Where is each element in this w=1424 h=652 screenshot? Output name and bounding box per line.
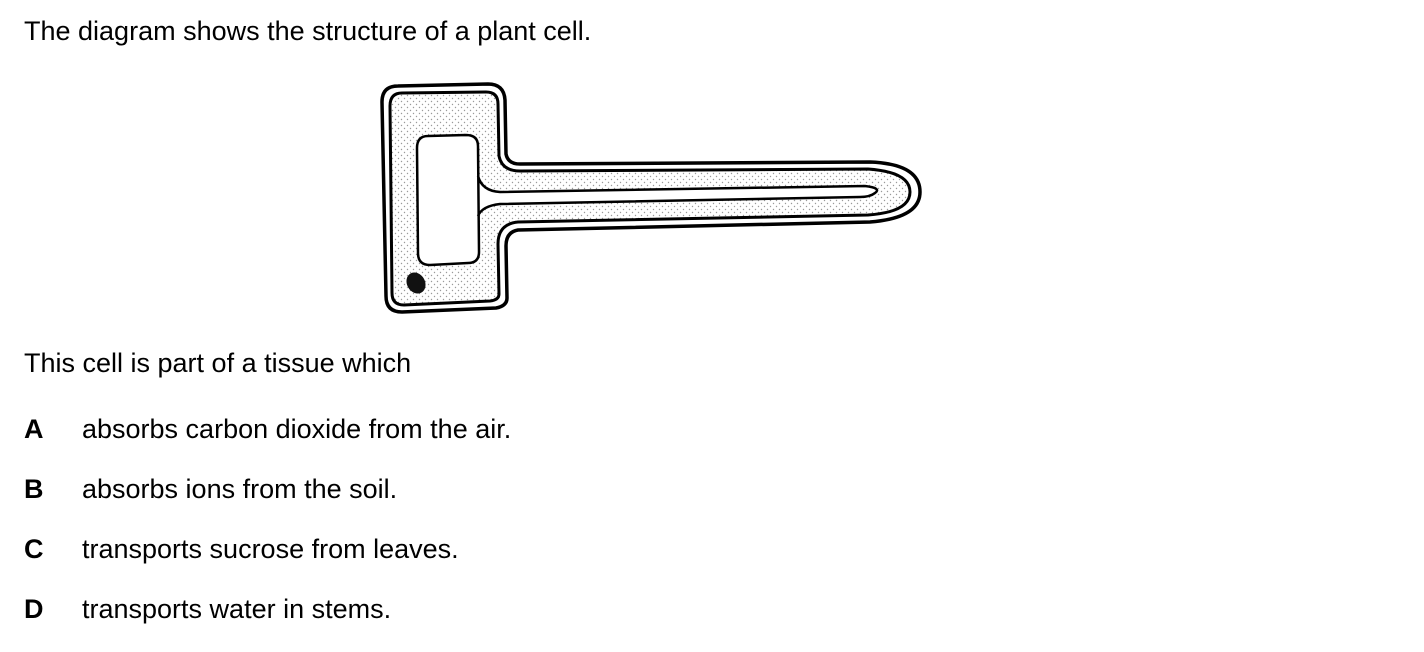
option-text: transports sucrose from leaves. xyxy=(82,534,459,564)
option-text: transports water in stems. xyxy=(82,594,392,624)
vacuole xyxy=(415,133,879,267)
option-text: absorbs ions from the soil. xyxy=(82,474,398,504)
option-a[interactable]: A absorbs carbon dioxide from the air. xyxy=(24,412,511,472)
nucleus xyxy=(406,272,426,294)
option-text: absorbs carbon dioxide from the air. xyxy=(82,414,512,444)
option-b[interactable]: B absorbs ions from the soil. xyxy=(24,472,511,532)
option-d[interactable]: D transports water in stems. xyxy=(24,592,511,652)
option-letter: A xyxy=(24,414,44,444)
question-intro: The diagram shows the structure of a pla… xyxy=(24,16,592,46)
option-letter: C xyxy=(24,534,44,564)
answer-options: A absorbs carbon dioxide from the air. B… xyxy=(24,412,511,652)
question-stem: This cell is part of a tissue which xyxy=(24,348,412,378)
option-letter: D xyxy=(24,594,44,624)
plant-cell-diagram xyxy=(380,82,922,314)
option-letter: B xyxy=(24,474,44,504)
option-c[interactable]: C transports sucrose from leaves. xyxy=(24,532,511,592)
